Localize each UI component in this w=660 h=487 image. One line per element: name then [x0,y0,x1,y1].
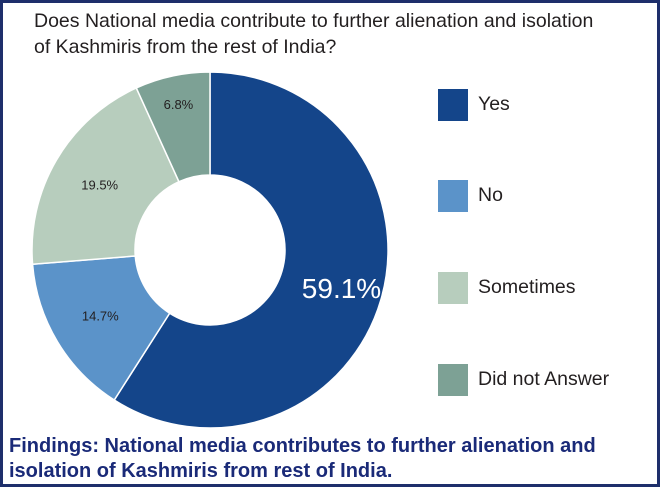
donut-slices [31,71,389,429]
legend-swatches [438,89,468,396]
question-line-2: of Kashmiris from the rest of India? [34,36,337,58]
findings-line-2: isolation of Kashmiris from rest of Indi… [9,460,393,482]
legend-label-no: No [478,184,503,206]
slice-label-no: 14.7% [82,308,119,323]
slice-yes [113,71,389,429]
findings-text: Findings: National media contributes to … [9,434,657,484]
chart-question: Does National media contribute to furthe… [34,8,644,60]
legend-swatch-yes [438,89,468,121]
findings-line-1: Findings: National media contributes to … [9,435,596,457]
slice-no [31,255,171,402]
legend-label-yes: Yes [478,93,510,115]
legend-swatch-did-not-answer [438,364,468,396]
slice-label-did-not-answer: 6.8% [164,97,194,112]
slice-sometimes [31,86,180,266]
question-line-1: Does National media contribute to furthe… [34,10,594,32]
donut-slice-labels: 59.1% 14.7% 19.5% 6.8% [81,97,381,324]
slice-label-sometimes: 19.5% [81,178,118,193]
slice-did-not-answer [135,71,211,183]
legend-label-sometimes: Sometimes [478,276,576,298]
legend-swatch-sometimes [438,272,468,304]
slice-label-yes: 59.1% [302,273,381,304]
legend-label-did-not-answer: Did not Answer [478,368,610,390]
legend-swatch-no [438,180,468,212]
